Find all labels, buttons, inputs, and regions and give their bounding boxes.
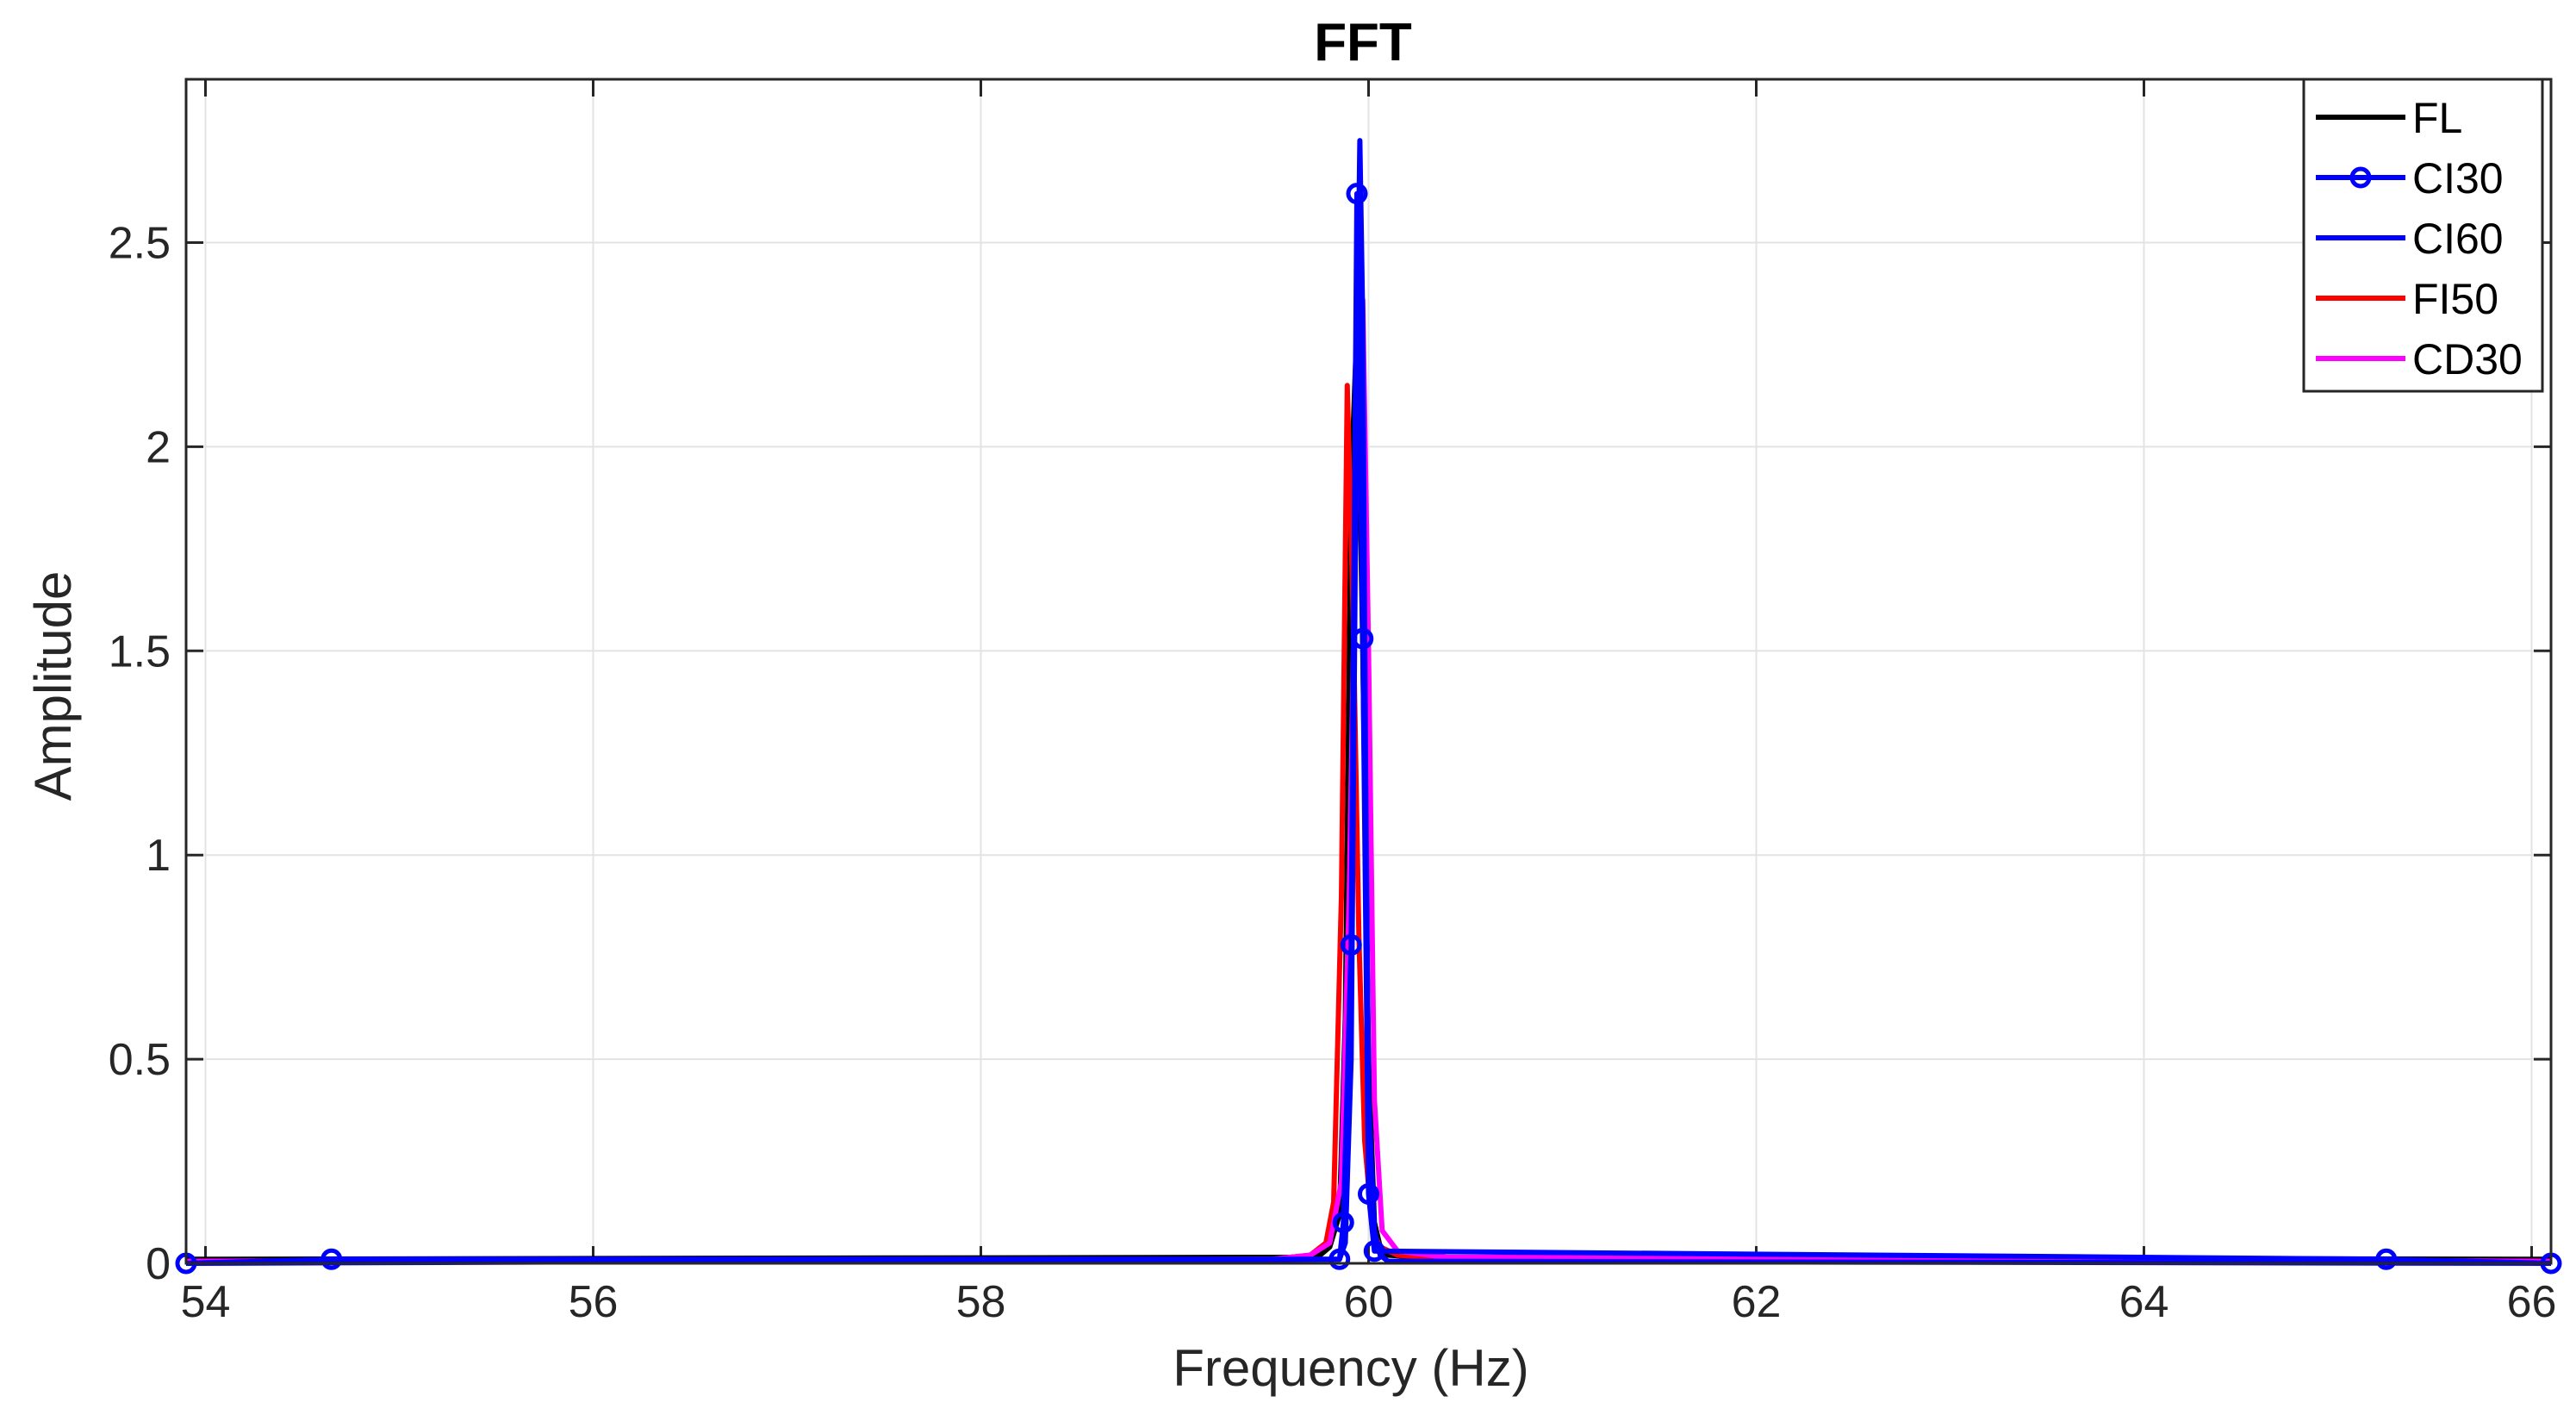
y-tick-label: 2.5 — [109, 219, 171, 269]
data-point — [1363, 1240, 1385, 1262]
y-axis: 0 0.5 1 1.5 2 2.5 — [109, 219, 2551, 1289]
data-point — [1358, 1182, 1379, 1205]
x-axis-label: Frequency (Hz) — [1173, 1339, 1528, 1397]
legend-label: CD30 — [2412, 335, 2523, 383]
x-tick-label: 64 — [2119, 1277, 2169, 1327]
legend-label: FI50 — [2412, 275, 2498, 323]
y-tick-label: 1.5 — [109, 626, 171, 676]
x-tick-label: 60 — [1344, 1277, 1394, 1327]
legend-label: CI30 — [2412, 154, 2504, 203]
legend-label: CI60 — [2412, 215, 2504, 263]
legend-entry-fl: FL — [2316, 94, 2462, 142]
x-tick-label: 54 — [181, 1277, 231, 1327]
y-tick-label: 0.5 — [109, 1035, 171, 1085]
legend-entry-ci60: CI60 — [2316, 215, 2504, 263]
series-line-ci60 — [185, 138, 2552, 1266]
chart-title: FFT — [1314, 13, 1412, 72]
legend-entry-ci30: CI30 — [2316, 154, 2504, 203]
y-tick-label: 2 — [146, 422, 171, 472]
data-point — [320, 1248, 343, 1270]
legend: FL CI30 CI60 FI50 CD30 — [2302, 78, 2544, 393]
legend-entry-fi50: FI50 — [2316, 275, 2498, 323]
legend-label: FL — [2412, 94, 2462, 142]
legend-entry-cd30: CD30 — [2316, 335, 2523, 383]
x-axis: 54 56 58 60 62 64 66 — [181, 79, 2557, 1327]
plot-frame — [184, 78, 2553, 1265]
y-axis-label: Amplitude — [24, 571, 82, 801]
x-tick-label: 56 — [569, 1277, 619, 1327]
legend-marker — [2349, 166, 2372, 189]
x-tick-label: 62 — [1732, 1277, 1782, 1327]
series-layer — [175, 138, 2562, 1275]
y-tick-label: 1 — [146, 831, 171, 881]
x-tick-label: 58 — [956, 1277, 1006, 1327]
y-tick-label: 0 — [146, 1239, 171, 1289]
x-tick-label: 66 — [2507, 1277, 2557, 1327]
series-ci60 — [185, 138, 2552, 1266]
data-point — [2375, 1248, 2398, 1270]
